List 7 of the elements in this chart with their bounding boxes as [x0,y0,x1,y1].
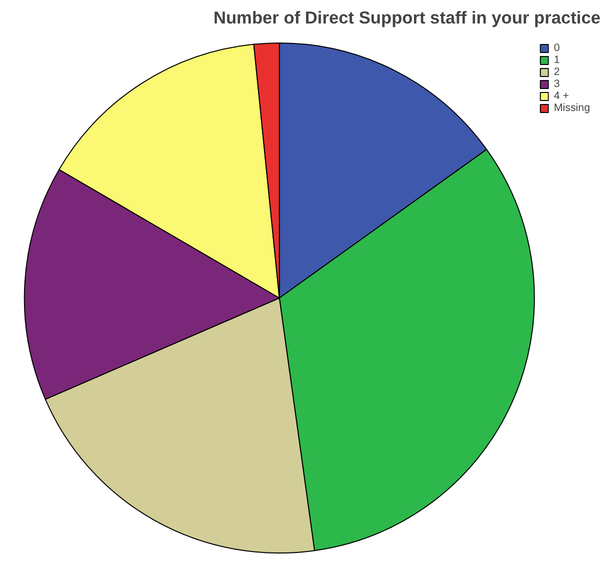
legend-label: 3 [554,78,561,90]
legend-label: Missing [554,102,590,114]
legend-label: 4 + [554,90,570,102]
chart-title: Number of Direct Support staff in your practice [213,8,601,28]
legend-label: 1 [554,54,561,66]
legend-label: 0 [554,42,561,54]
legend-label: 2 [554,66,561,78]
